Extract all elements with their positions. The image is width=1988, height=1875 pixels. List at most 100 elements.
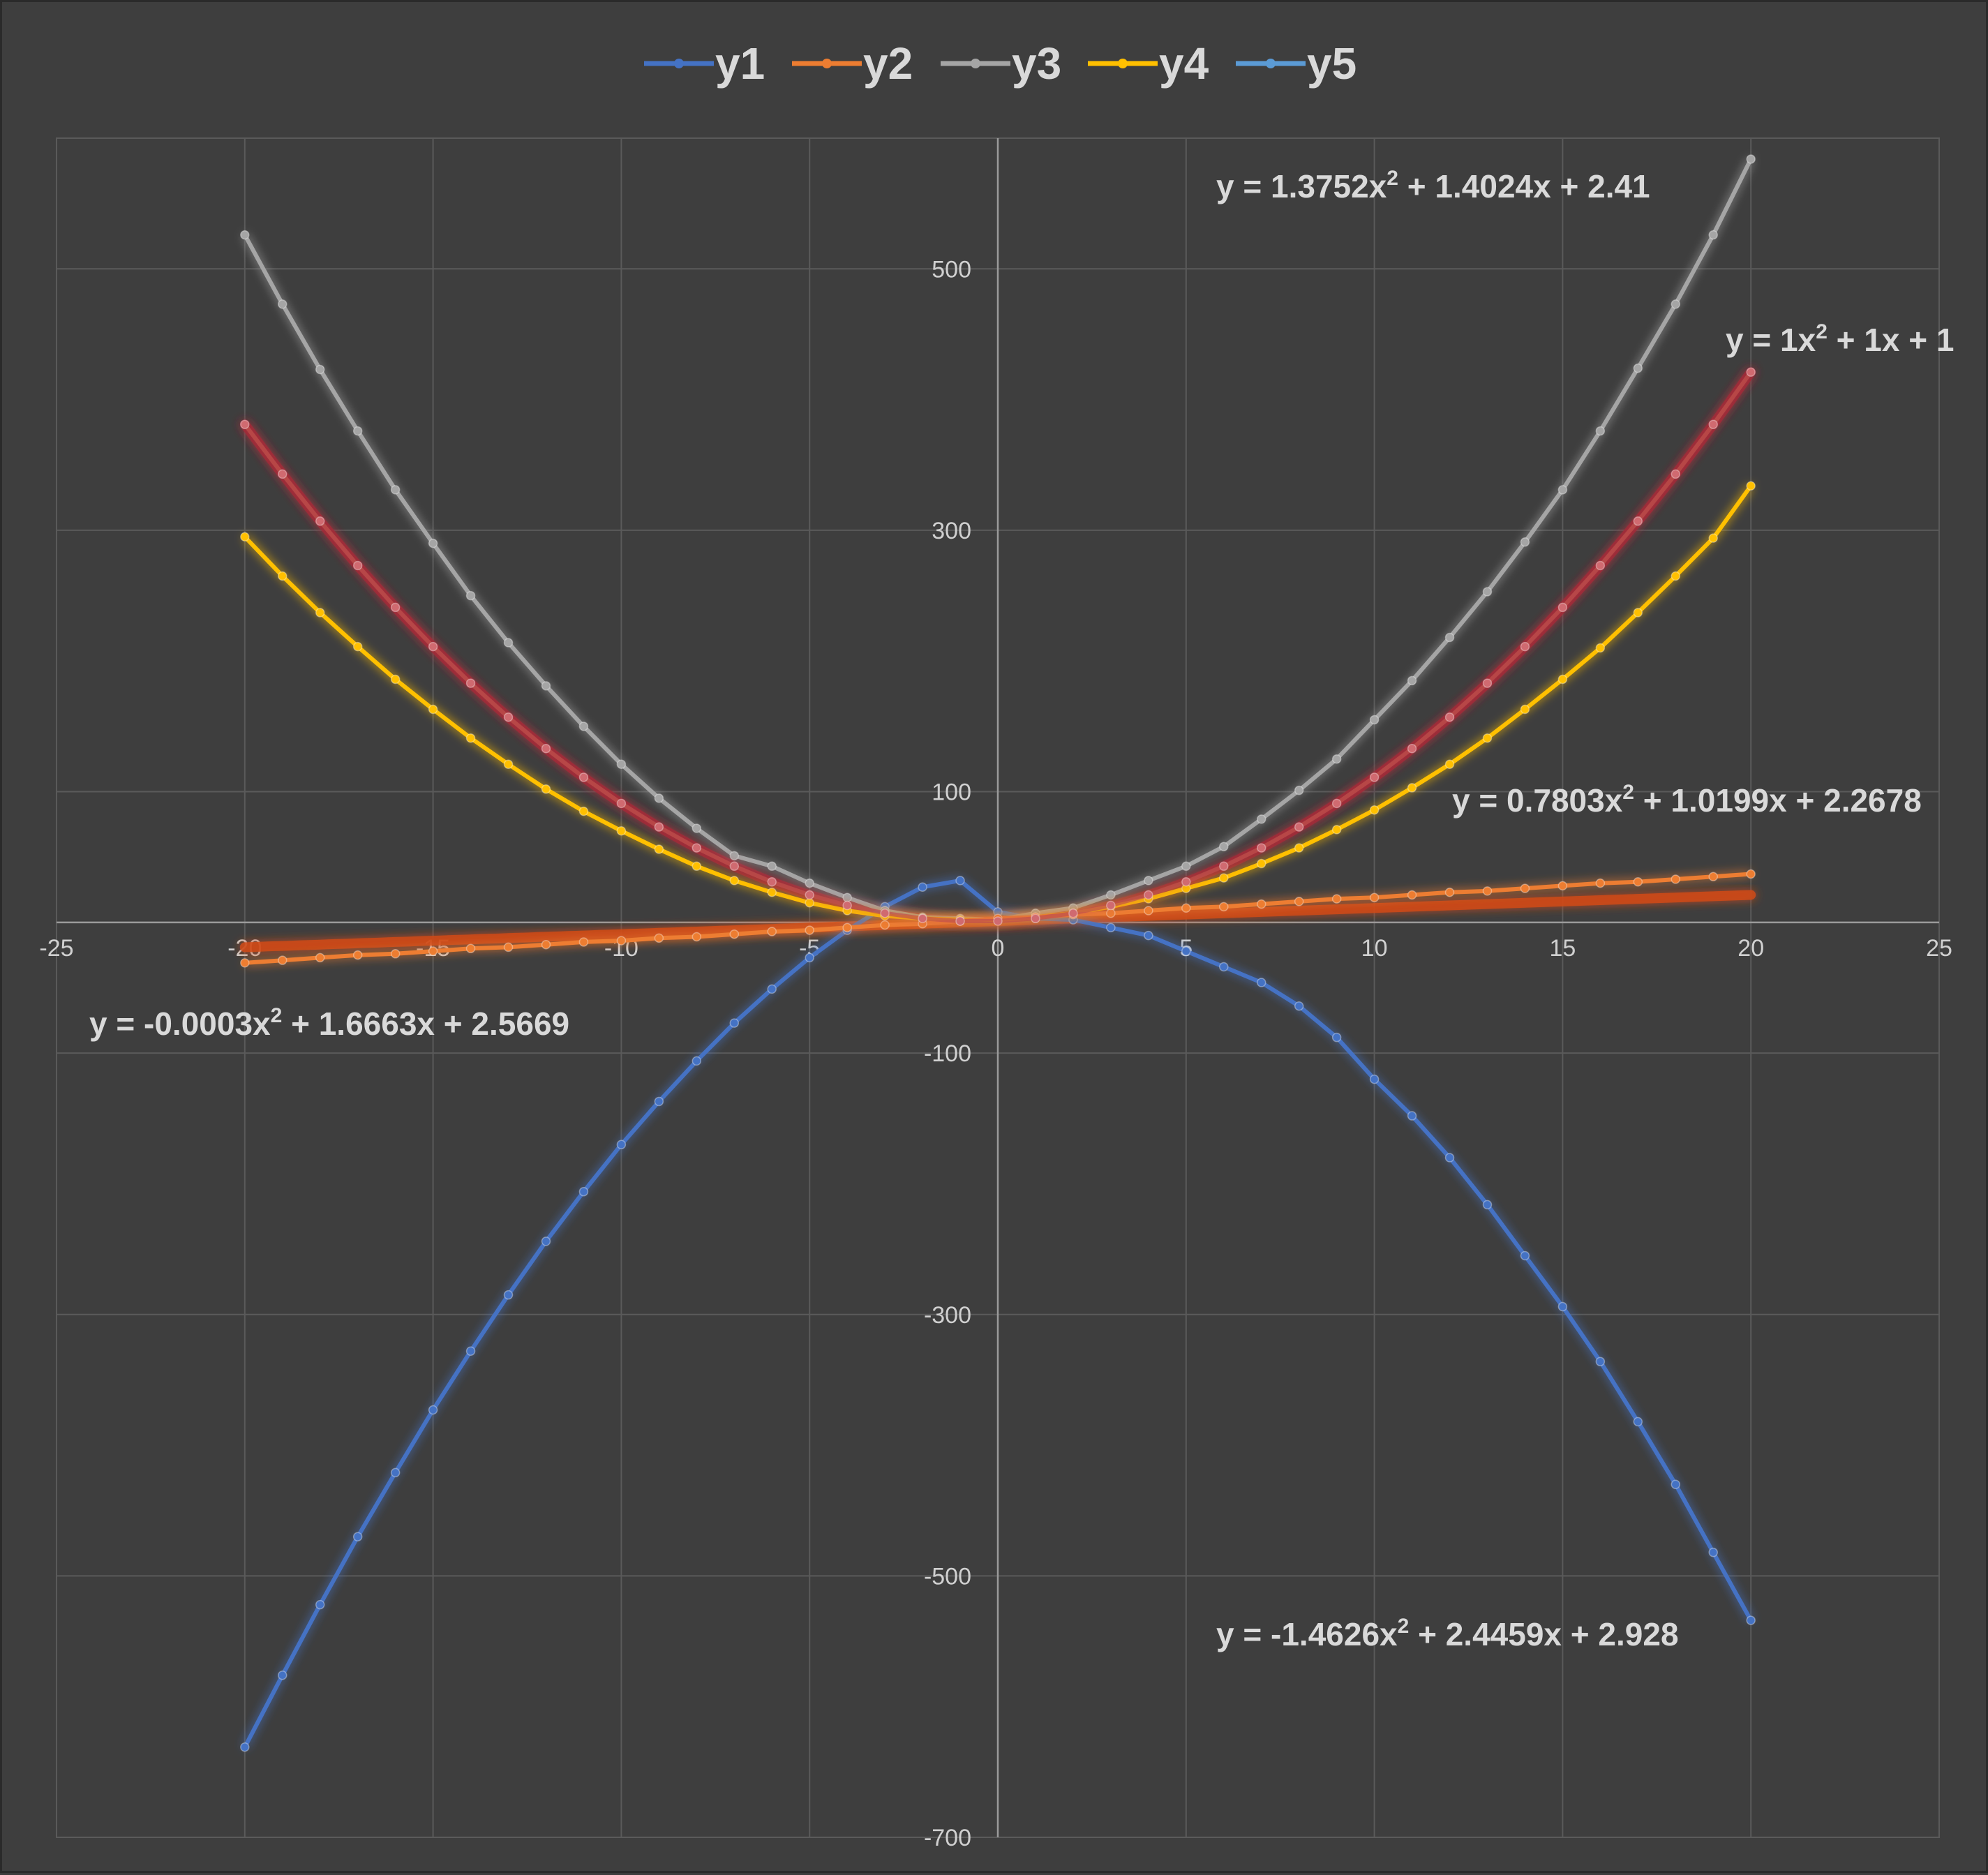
- data-point-y5: [767, 877, 777, 887]
- legend-label: y2: [863, 38, 913, 89]
- data-point-y1: [918, 882, 927, 892]
- data-point-y3: [1520, 537, 1530, 547]
- data-point-y3: [1181, 861, 1191, 872]
- data-point-y5: [240, 419, 250, 429]
- data-point-y2: [805, 925, 814, 935]
- legend-item-y4[interactable]: y4: [1088, 38, 1209, 89]
- data-point-y2: [278, 955, 287, 965]
- data-point-y4: [767, 888, 777, 897]
- data-point-y5: [278, 469, 287, 479]
- data-point-y5: [1031, 913, 1040, 923]
- data-point-y5: [805, 890, 814, 900]
- data-point-y3: [465, 590, 476, 601]
- data-point-y1: [805, 953, 814, 963]
- data-point-y4: [315, 608, 325, 618]
- data-point-y2: [654, 933, 664, 943]
- legend-item-y1[interactable]: y1: [644, 38, 765, 89]
- data-point-y4: [654, 844, 664, 854]
- data-point-y1: [1444, 1153, 1455, 1163]
- data-point-y5: [1068, 908, 1078, 918]
- data-point-y5: [503, 712, 514, 722]
- data-point-y5: [578, 772, 589, 782]
- data-point-y1: [1181, 946, 1191, 956]
- data-point-y2: [692, 932, 702, 942]
- data-point-y2: [1219, 902, 1229, 912]
- equation-label-eq_y4: y = 0.7803x2 + 1.0199x + 2.2678: [1452, 781, 1922, 819]
- legend-item-y3[interactable]: y3: [941, 38, 1061, 89]
- data-point-y3: [842, 892, 852, 903]
- legend-marker: [674, 59, 684, 68]
- data-point-y5: [465, 678, 476, 688]
- data-point-y5: [993, 916, 1003, 926]
- data-point-y2: [578, 937, 589, 947]
- data-point-y2: [842, 922, 852, 933]
- data-point-y2: [1369, 892, 1380, 903]
- data-point-y3: [1219, 842, 1229, 851]
- data-point-y5: [654, 822, 664, 832]
- data-point-y1: [390, 1467, 401, 1478]
- data-point-y2: [390, 949, 401, 959]
- data-point-y5: [918, 913, 927, 923]
- data-point-y1: [1746, 1615, 1756, 1625]
- data-point-y2: [1181, 903, 1191, 913]
- data-point-y2: [1144, 906, 1153, 916]
- data-point-y3: [1294, 785, 1304, 795]
- data-point-y5: [1595, 560, 1606, 571]
- data-point-y4: [1219, 873, 1229, 883]
- data-point-y1: [1520, 1250, 1530, 1261]
- x-tick-label: 0: [992, 935, 1005, 962]
- data-point-y5: [1369, 772, 1380, 782]
- data-point-y4: [1708, 533, 1718, 543]
- legend-item-y2[interactable]: y2: [792, 38, 913, 89]
- data-point-y4: [240, 532, 250, 542]
- x-tick-label: 20: [1737, 935, 1764, 962]
- y-tick-label: 500: [932, 256, 971, 283]
- data-point-y3: [729, 851, 740, 861]
- data-point-y5: [729, 861, 740, 872]
- data-point-y2: [240, 958, 250, 968]
- data-point-y1: [616, 1140, 627, 1150]
- data-point-y1: [428, 1405, 438, 1415]
- data-point-y3: [1482, 587, 1493, 597]
- data-point-y1: [278, 1670, 287, 1680]
- data-point-y1: [240, 1742, 250, 1752]
- equation-label-eq_y1: y = -1.4626x2 + 2.4459x + 2.928: [1216, 1615, 1679, 1652]
- data-point-y1: [503, 1290, 514, 1300]
- data-point-y1: [955, 876, 965, 886]
- data-point-y1: [1256, 978, 1266, 987]
- data-point-y5: [1144, 890, 1153, 900]
- data-point-y2: [352, 950, 363, 960]
- data-point-y1: [315, 1599, 325, 1610]
- data-point-y2: [729, 929, 740, 939]
- data-point-y4: [729, 876, 740, 886]
- legend-label: y5: [1307, 38, 1357, 89]
- data-point-y5: [1633, 516, 1643, 526]
- legend-marker: [822, 59, 832, 68]
- data-point-y5: [541, 743, 551, 754]
- data-point-y1: [465, 1346, 476, 1356]
- data-point-y4: [503, 759, 514, 769]
- data-point-y4: [578, 806, 589, 816]
- legend-item-y5[interactable]: y5: [1236, 38, 1357, 89]
- data-point-y1: [1708, 1547, 1718, 1557]
- data-point-y2: [1331, 894, 1342, 904]
- data-point-y4: [352, 641, 363, 652]
- data-point-y2: [1482, 886, 1493, 896]
- legend-marker: [1118, 59, 1128, 68]
- data-point-y2: [1444, 888, 1455, 897]
- data-point-y4: [1520, 704, 1530, 715]
- data-point-y3: [315, 364, 325, 375]
- legend-label: y4: [1159, 38, 1209, 89]
- data-point-y2: [1294, 897, 1304, 906]
- data-point-y2: [428, 946, 438, 956]
- data-point-y4: [692, 861, 702, 872]
- data-point-y5: [1294, 822, 1304, 832]
- data-point-y3: [1671, 299, 1681, 309]
- data-point-y5: [390, 602, 401, 613]
- data-point-y4: [1369, 805, 1380, 815]
- legend-marker: [971, 59, 980, 68]
- data-point-y5: [1557, 602, 1568, 613]
- data-point-y1: [1557, 1301, 1568, 1312]
- data-point-y4: [278, 571, 287, 581]
